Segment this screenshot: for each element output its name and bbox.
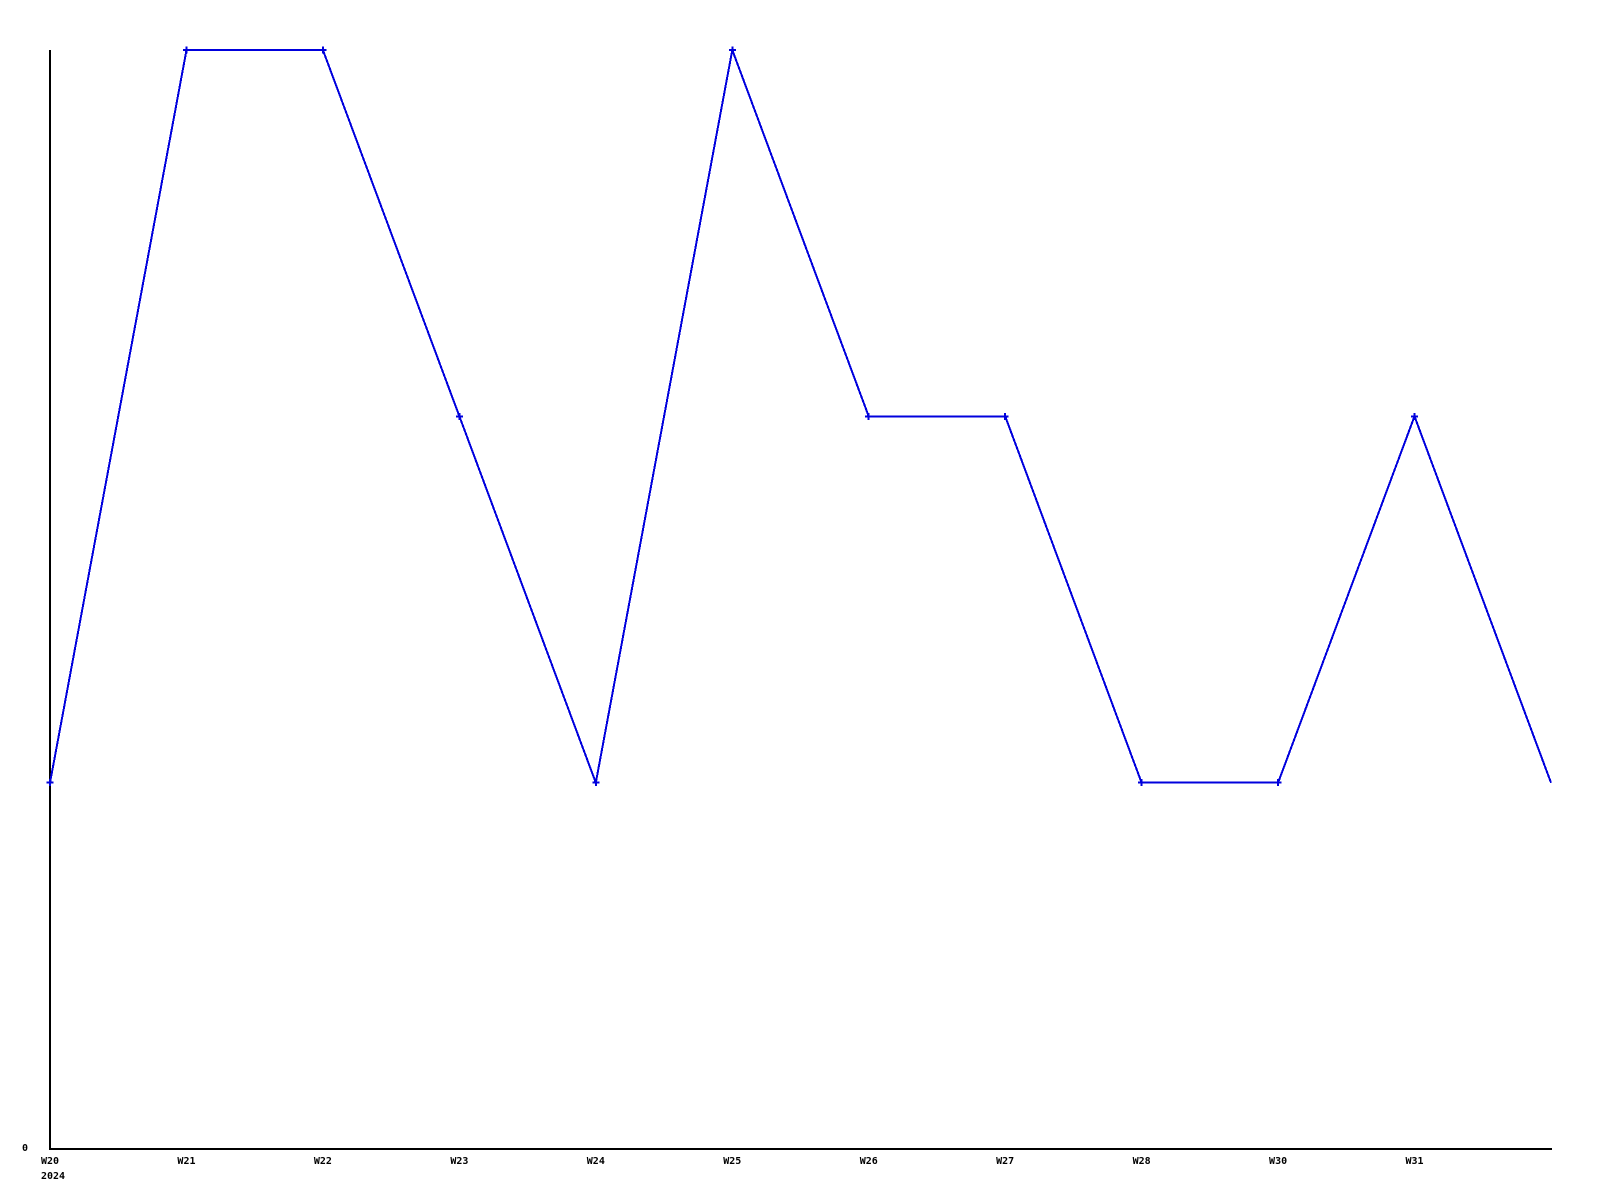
data-point-marker <box>46 779 54 787</box>
data-point-marker <box>319 46 327 54</box>
x-tick-year-label: 2024 <box>40 1171 66 1182</box>
data-point-marker <box>728 46 736 54</box>
x-tick-label: W25 <box>723 1156 742 1167</box>
data-point-marker <box>1138 779 1146 787</box>
series-line <box>49 46 1552 787</box>
x-tick-label: W20 <box>40 1156 60 1167</box>
data-point-marker <box>182 46 190 54</box>
y-tick-label: 0 <box>21 1143 28 1154</box>
x-tick-label: W30 <box>1269 1156 1288 1167</box>
x-tick-label: W26 <box>859 1156 878 1167</box>
data-point-marker <box>1274 779 1282 787</box>
x-tick-label: W21 <box>177 1156 196 1167</box>
data-point-marker <box>865 412 873 420</box>
x-tick-label: W28 <box>1132 1156 1151 1167</box>
data-point-marker <box>592 779 600 787</box>
x-tick-label: W24 <box>586 1156 605 1167</box>
data-point-marker <box>455 412 463 420</box>
x-tick-label: W31 <box>1405 1156 1424 1167</box>
x-tick-label: W22 <box>313 1156 332 1167</box>
data-point-marker <box>1411 412 1419 420</box>
x-tick-label: W27 <box>996 1156 1015 1167</box>
data-point-marker <box>1001 412 1009 420</box>
x-tick-label: W23 <box>450 1156 469 1167</box>
